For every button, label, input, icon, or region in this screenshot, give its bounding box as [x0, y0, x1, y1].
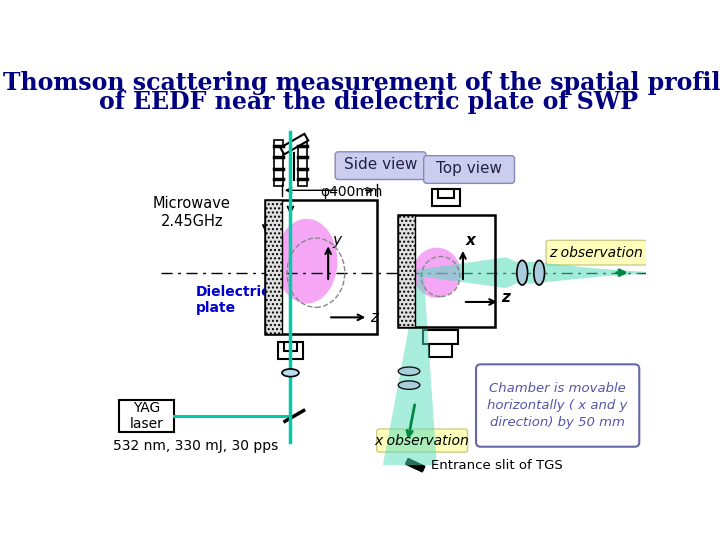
Text: z observation: z observation	[549, 246, 643, 260]
Bar	[438, 189, 454, 198]
Bar	[398, 215, 495, 327]
Text: Entrance slit of TGS: Entrance slit of TGS	[431, 458, 562, 472]
Ellipse shape	[534, 260, 544, 285]
Ellipse shape	[398, 367, 420, 375]
Text: x: x	[466, 233, 476, 248]
FancyBboxPatch shape	[423, 156, 515, 184]
Ellipse shape	[398, 381, 420, 389]
Bar	[423, 330, 457, 343]
Text: Microwave
2.45GHz: Microwave 2.45GHz	[153, 197, 231, 229]
Polygon shape	[417, 257, 647, 288]
FancyBboxPatch shape	[546, 240, 647, 265]
Ellipse shape	[282, 369, 299, 377]
Text: φ400mm: φ400mm	[320, 185, 382, 199]
Text: Chamber is movable
horizontally ( x and y
direction) by 50 mm: Chamber is movable horizontally ( x and …	[487, 382, 628, 429]
Bar	[432, 189, 460, 206]
FancyBboxPatch shape	[377, 429, 467, 452]
Bar	[274, 140, 283, 186]
FancyBboxPatch shape	[335, 152, 426, 179]
Ellipse shape	[276, 219, 338, 303]
Bar	[119, 400, 174, 432]
Text: x observation: x observation	[374, 434, 469, 448]
FancyBboxPatch shape	[476, 364, 639, 447]
Bar	[298, 140, 307, 186]
Text: 532 nm, 330 mJ, 30 pps: 532 nm, 330 mJ, 30 pps	[113, 439, 279, 453]
Bar	[278, 342, 303, 359]
Text: Dielectric
plate: Dielectric plate	[196, 284, 276, 315]
Polygon shape	[280, 134, 308, 154]
Ellipse shape	[413, 248, 461, 298]
Text: Side view: Side view	[344, 157, 417, 172]
Text: YAG
laser: YAG laser	[130, 401, 163, 431]
Bar	[265, 200, 282, 334]
Text: z: z	[371, 310, 379, 325]
Text: y: y	[332, 233, 341, 248]
Bar	[398, 215, 415, 327]
Polygon shape	[383, 273, 437, 465]
Bar	[429, 343, 452, 357]
Ellipse shape	[517, 260, 528, 285]
Polygon shape	[405, 458, 425, 472]
Text: Top view: Top view	[436, 161, 502, 176]
Text: Thomson scattering measurement of the spatial profile: Thomson scattering measurement of the sp…	[3, 71, 720, 95]
Bar	[265, 200, 377, 334]
Bar	[284, 342, 297, 351]
Text: of EEDF near the dielectric plate of SWP: of EEDF near the dielectric plate of SWP	[99, 90, 639, 114]
Text: z: z	[501, 290, 510, 305]
